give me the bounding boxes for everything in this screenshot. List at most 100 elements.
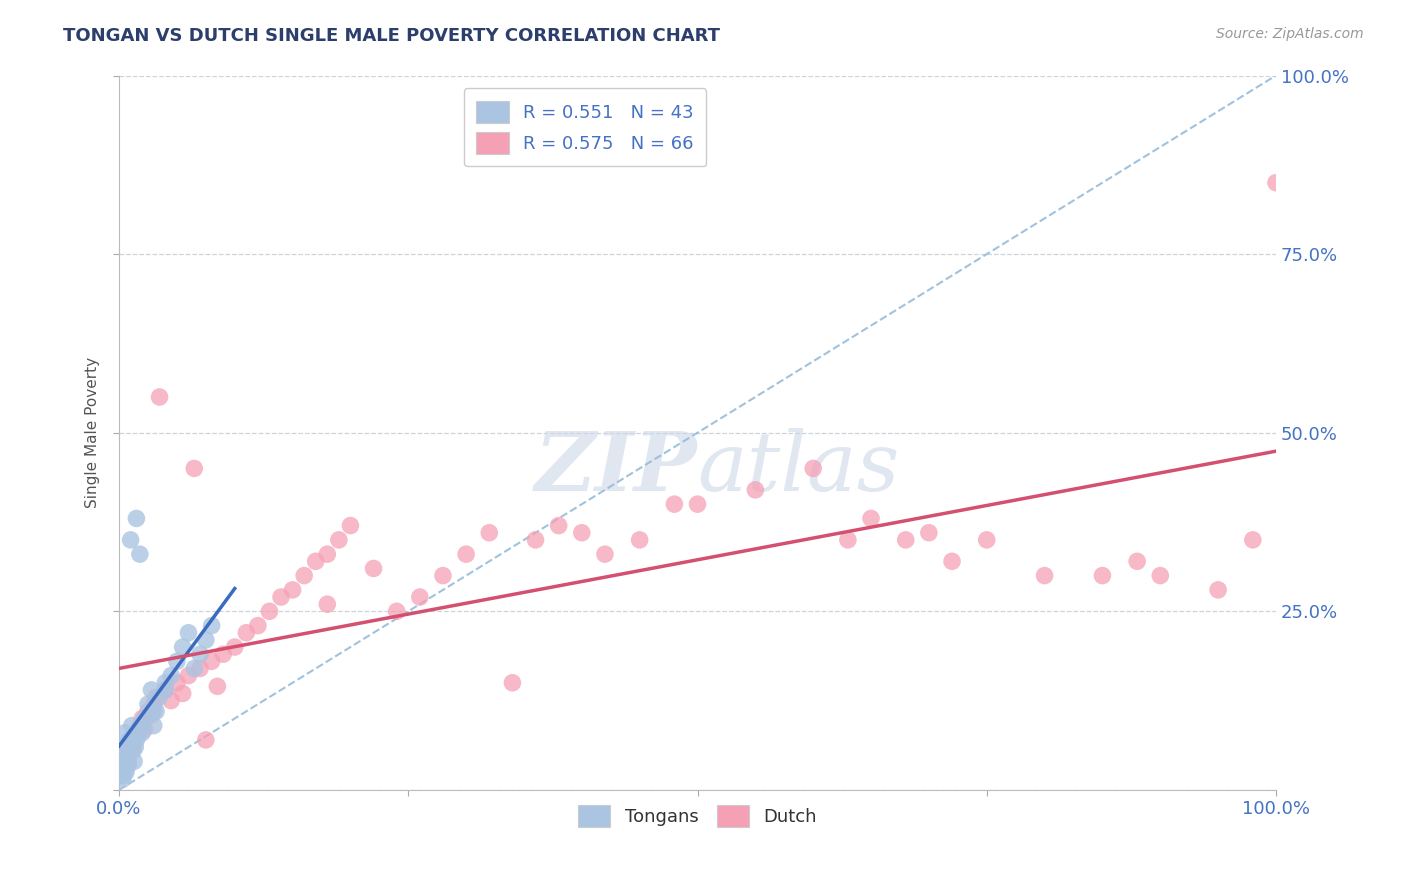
Point <box>131 718 153 732</box>
Point <box>837 533 859 547</box>
Point <box>110 755 132 769</box>
Point <box>141 707 163 722</box>
Point <box>183 661 205 675</box>
Point <box>207 679 229 693</box>
Point <box>125 732 148 747</box>
Text: TONGAN VS DUTCH SINGLE MALE POVERTY CORRELATION CHART: TONGAN VS DUTCH SINGLE MALE POVERTY CORR… <box>63 27 720 45</box>
Point <box>134 722 156 736</box>
Point <box>316 597 339 611</box>
Point <box>188 661 211 675</box>
Point <box>976 533 998 547</box>
Point <box>409 590 432 604</box>
Text: Source: ZipAtlas.com: Source: ZipAtlas.com <box>1216 27 1364 41</box>
Point <box>894 533 917 547</box>
Point <box>744 483 766 497</box>
Point <box>328 533 350 547</box>
Point <box>246 618 269 632</box>
Point <box>118 732 141 747</box>
Point <box>122 755 145 769</box>
Point <box>571 525 593 540</box>
Point <box>136 704 159 718</box>
Point <box>172 686 194 700</box>
Point <box>305 554 328 568</box>
Point <box>172 640 194 654</box>
Point <box>501 675 523 690</box>
Point <box>801 461 824 475</box>
Point <box>339 518 361 533</box>
Point <box>160 693 183 707</box>
Point <box>134 711 156 725</box>
Point <box>114 747 136 762</box>
Point <box>122 744 145 758</box>
Point <box>120 736 142 750</box>
Point <box>200 654 222 668</box>
Point <box>166 654 188 668</box>
Point <box>117 758 139 772</box>
Point <box>664 497 686 511</box>
Point <box>1241 533 1264 547</box>
Point <box>148 690 170 704</box>
Point <box>593 547 616 561</box>
Point <box>188 647 211 661</box>
Point <box>115 751 138 765</box>
Point <box>125 511 148 525</box>
Point <box>131 725 153 739</box>
Point <box>860 511 883 525</box>
Point <box>136 697 159 711</box>
Point <box>1126 554 1149 568</box>
Point <box>142 704 165 718</box>
Point <box>183 461 205 475</box>
Point <box>259 604 281 618</box>
Point <box>117 755 139 769</box>
Point <box>194 632 217 647</box>
Point <box>155 675 177 690</box>
Point <box>478 525 501 540</box>
Point <box>111 772 134 787</box>
Point <box>114 725 136 739</box>
Point <box>270 590 292 604</box>
Point <box>194 732 217 747</box>
Text: ZIP: ZIP <box>534 428 697 508</box>
Point <box>686 497 709 511</box>
Point <box>918 525 941 540</box>
Point <box>120 732 142 747</box>
Point <box>160 668 183 682</box>
Point <box>141 682 163 697</box>
Point <box>111 762 134 776</box>
Point <box>112 769 135 783</box>
Point <box>524 533 547 547</box>
Point <box>148 390 170 404</box>
Point <box>155 682 177 697</box>
Point <box>292 568 315 582</box>
Point <box>114 747 136 762</box>
Point <box>1149 568 1171 582</box>
Point <box>456 547 478 561</box>
Point <box>155 682 177 697</box>
Point <box>115 765 138 780</box>
Point <box>177 668 200 682</box>
Point <box>121 718 143 732</box>
Point <box>117 747 139 762</box>
Point <box>212 647 235 661</box>
Point <box>124 740 146 755</box>
Point <box>120 533 142 547</box>
Point <box>235 625 257 640</box>
Point <box>941 554 963 568</box>
Point <box>1265 176 1288 190</box>
Point <box>128 547 150 561</box>
Point <box>142 718 165 732</box>
Point <box>385 604 408 618</box>
Point <box>166 675 188 690</box>
Point <box>224 640 246 654</box>
Point <box>200 618 222 632</box>
Point <box>122 740 145 755</box>
Point <box>363 561 385 575</box>
Y-axis label: Single Male Poverty: Single Male Poverty <box>86 357 100 508</box>
Point <box>131 711 153 725</box>
Point <box>125 725 148 739</box>
Legend: Tongans, Dutch: Tongans, Dutch <box>571 798 824 835</box>
Point <box>281 582 304 597</box>
Point <box>1091 568 1114 582</box>
Point <box>316 547 339 561</box>
Point <box>108 769 131 783</box>
